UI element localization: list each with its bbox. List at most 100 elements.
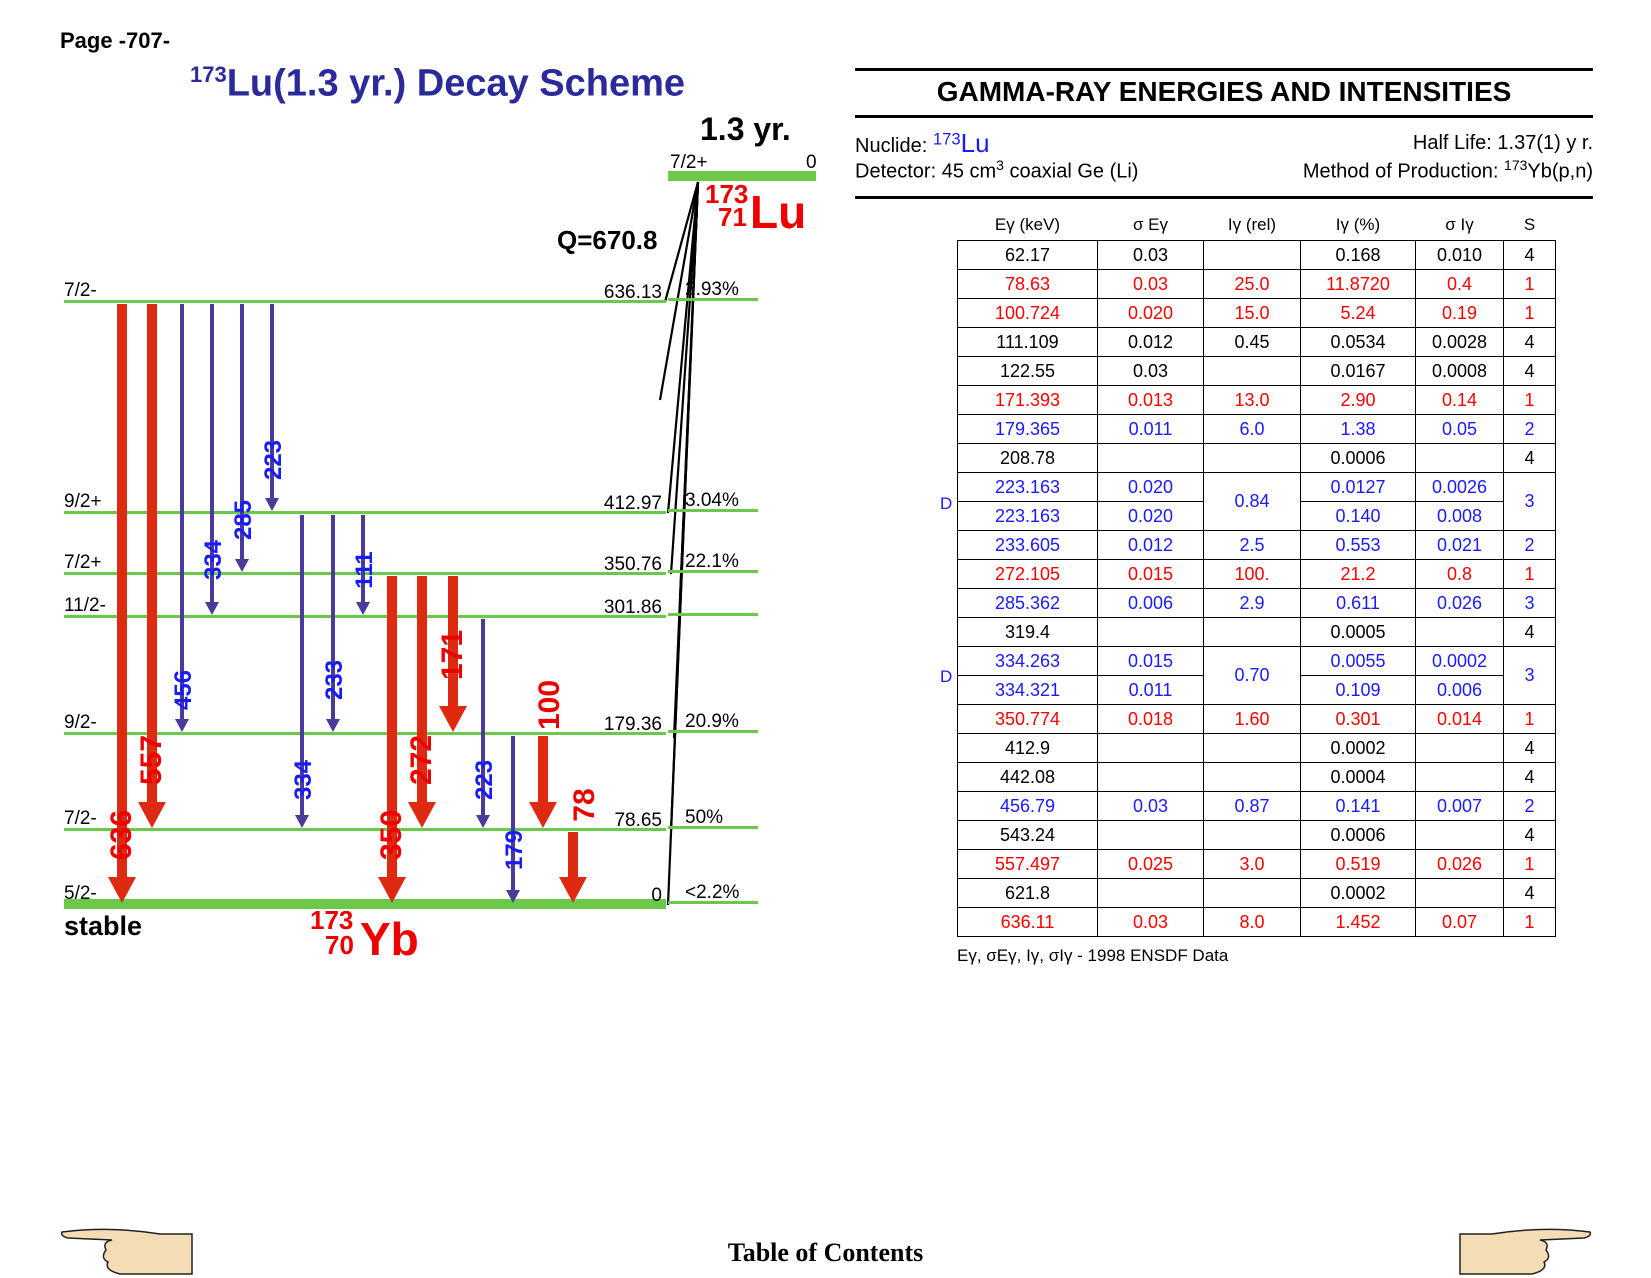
table-cell: 0.07 — [1415, 907, 1504, 937]
transition-label: 334 — [200, 539, 227, 580]
arrow-head — [378, 877, 406, 903]
column-header: Iγ (rel) — [1227, 215, 1277, 234]
transition-label: 636 — [105, 810, 138, 860]
table-cell: 272.105 — [957, 559, 1098, 589]
level-line — [64, 732, 666, 735]
table-cell: 0.0002 — [1300, 878, 1416, 908]
pointing-hand-right-icon[interactable] — [1452, 1222, 1592, 1278]
table-row: 171.393 0.013 13.0 2.90 0.14 1 — [957, 385, 1556, 415]
table-cell: 543.24 — [957, 820, 1098, 850]
table-cell: 0.018 — [1097, 704, 1204, 734]
arrow-head — [439, 706, 467, 732]
arrow-head — [356, 602, 370, 615]
table-cell: 636.11 — [957, 907, 1098, 937]
table-header-row: Eγ (keV) σ Eγ Iγ (rel) Iγ (%) σ Iγ S — [958, 210, 1556, 241]
level-energy: 636.13 — [604, 282, 662, 303]
table-cell: 0.006 — [1415, 675, 1504, 705]
pointing-hand-left-icon[interactable] — [60, 1222, 200, 1278]
table-cell: 0.014 — [1415, 704, 1504, 734]
table-cell: 412.9 — [957, 733, 1098, 763]
table-cell: 171.393 — [957, 385, 1098, 415]
transition-label: 223 — [260, 440, 287, 480]
parent-spin: 7/2+ — [670, 152, 708, 173]
parent-symbol: Lu — [750, 186, 806, 238]
detector-suffix: coaxial Ge (Li) — [1003, 160, 1139, 183]
table-cell: 621.8 — [957, 878, 1098, 908]
table-of-contents-link[interactable]: Table of Contents — [727, 1238, 924, 1267]
table-cell: 0.168 — [1300, 240, 1416, 270]
panel-title: GAMMA-RAY ENERGIES AND INTENSITIES — [936, 76, 1512, 107]
table-cell — [1097, 617, 1204, 647]
table-cell: 0.020 — [1097, 501, 1204, 531]
beta-feed-lines — [658, 181, 700, 906]
table-cell — [1097, 820, 1204, 850]
table-cell: 0.03 — [1097, 356, 1204, 386]
arrow-head — [265, 498, 279, 511]
transition-label: 557 — [135, 735, 168, 785]
table-cell: 208.78 — [957, 443, 1098, 473]
table-cell: 4 — [1503, 733, 1556, 763]
decay-scheme-diagram: 1.3 yr. 7/2+ 0 173 71 Lu Q=670.8 7/2- 636… — [64, 111, 817, 965]
table-row: 350.774 0.018 1.60 0.301 0.014 1 — [957, 704, 1556, 734]
table-cell: 0.0008 — [1415, 356, 1504, 386]
daughter-symbol: Yb — [360, 913, 419, 965]
production-sup: 173 — [1504, 157, 1528, 174]
half-life: Half Life: 1.37(1) y r. — [1412, 132, 1593, 154]
arrow-head — [506, 890, 520, 903]
table-row: 223.163 0.020 0.84 0.0127 0.0026 3 — [957, 472, 1556, 531]
branch-stub — [668, 570, 758, 573]
table-cell: 1.38 — [1300, 414, 1416, 444]
nuclide-symbol: Lu — [960, 128, 990, 158]
table-cell: 4 — [1503, 878, 1556, 908]
table-cell: 0.87 — [1203, 791, 1301, 821]
table-cell: 78.63 — [957, 269, 1098, 299]
parent-half-life: 1.3 yr. — [700, 111, 791, 147]
arrow-head — [235, 559, 249, 572]
table-cell: 25.0 — [1203, 269, 1301, 299]
table-row: 272.105 0.015 100. 21.2 0.8 1 — [957, 559, 1556, 589]
daughter-mass: 173 — [310, 905, 353, 935]
table-cell: 0.03 — [1097, 907, 1204, 937]
table-cell: 0.141 — [1300, 791, 1416, 821]
table-cell: 13.0 — [1203, 385, 1301, 415]
table-row: 285.362 0.006 2.9 0.611 0.026 3 — [957, 588, 1556, 618]
scheme-title: 173Lu(1.3 yr.) Decay Scheme — [190, 62, 685, 106]
table-cell — [1203, 356, 1301, 386]
table-cell: 0.0026 — [1415, 472, 1504, 502]
arrow-head — [476, 815, 490, 828]
table-row: 233.605 0.012 2.5 0.553 0.021 2 — [957, 530, 1556, 560]
level-energy: 0 — [651, 885, 662, 906]
level-energy: 179.36 — [604, 714, 662, 735]
nuclide-line: Nuclide: 173Lu — [855, 128, 990, 159]
table-cell: 334.321 — [957, 675, 1098, 705]
arrow-head — [326, 719, 340, 732]
level-line — [64, 511, 666, 514]
table-cell: 319.4 — [957, 617, 1098, 647]
table-cell: 0.011 — [1097, 675, 1204, 705]
table-cell — [1203, 762, 1301, 792]
table-cell: 0.007 — [1415, 791, 1504, 821]
column-header: σ Eγ — [1132, 215, 1169, 234]
table-cell: 2 — [1503, 791, 1556, 821]
table-cell: 0.026 — [1415, 588, 1504, 618]
parent-energy: 0 — [806, 152, 817, 173]
table-cell: 4 — [1503, 820, 1556, 850]
table-cell: 1.452 — [1300, 907, 1416, 937]
table-row: 100.724 0.020 15.0 5.24 0.19 1 — [957, 298, 1556, 328]
transition-label: 100 — [533, 680, 566, 730]
table-cell: 4 — [1503, 617, 1556, 647]
nuclide-info: Nuclide: 173Lu Half Life: 1.37(1) y r. D… — [855, 128, 1593, 184]
table-cell: 0.015 — [1097, 559, 1204, 589]
table-cell: 0.008 — [1415, 501, 1504, 531]
level-branch: 20.9% — [685, 711, 739, 732]
table-cell: 0.0127 — [1300, 472, 1416, 502]
table-cell — [1097, 733, 1204, 763]
transition-label: 179 — [501, 830, 528, 870]
table-cell: 0.0167 — [1300, 356, 1416, 386]
table-cell: 1 — [1503, 269, 1556, 299]
table-cell: 2 — [1503, 530, 1556, 560]
table-row: 319.4 0.0005 4 — [957, 617, 1556, 647]
branch-stub — [668, 509, 758, 512]
table-cell: 4 — [1503, 443, 1556, 473]
table-cell: 4 — [1503, 327, 1556, 357]
